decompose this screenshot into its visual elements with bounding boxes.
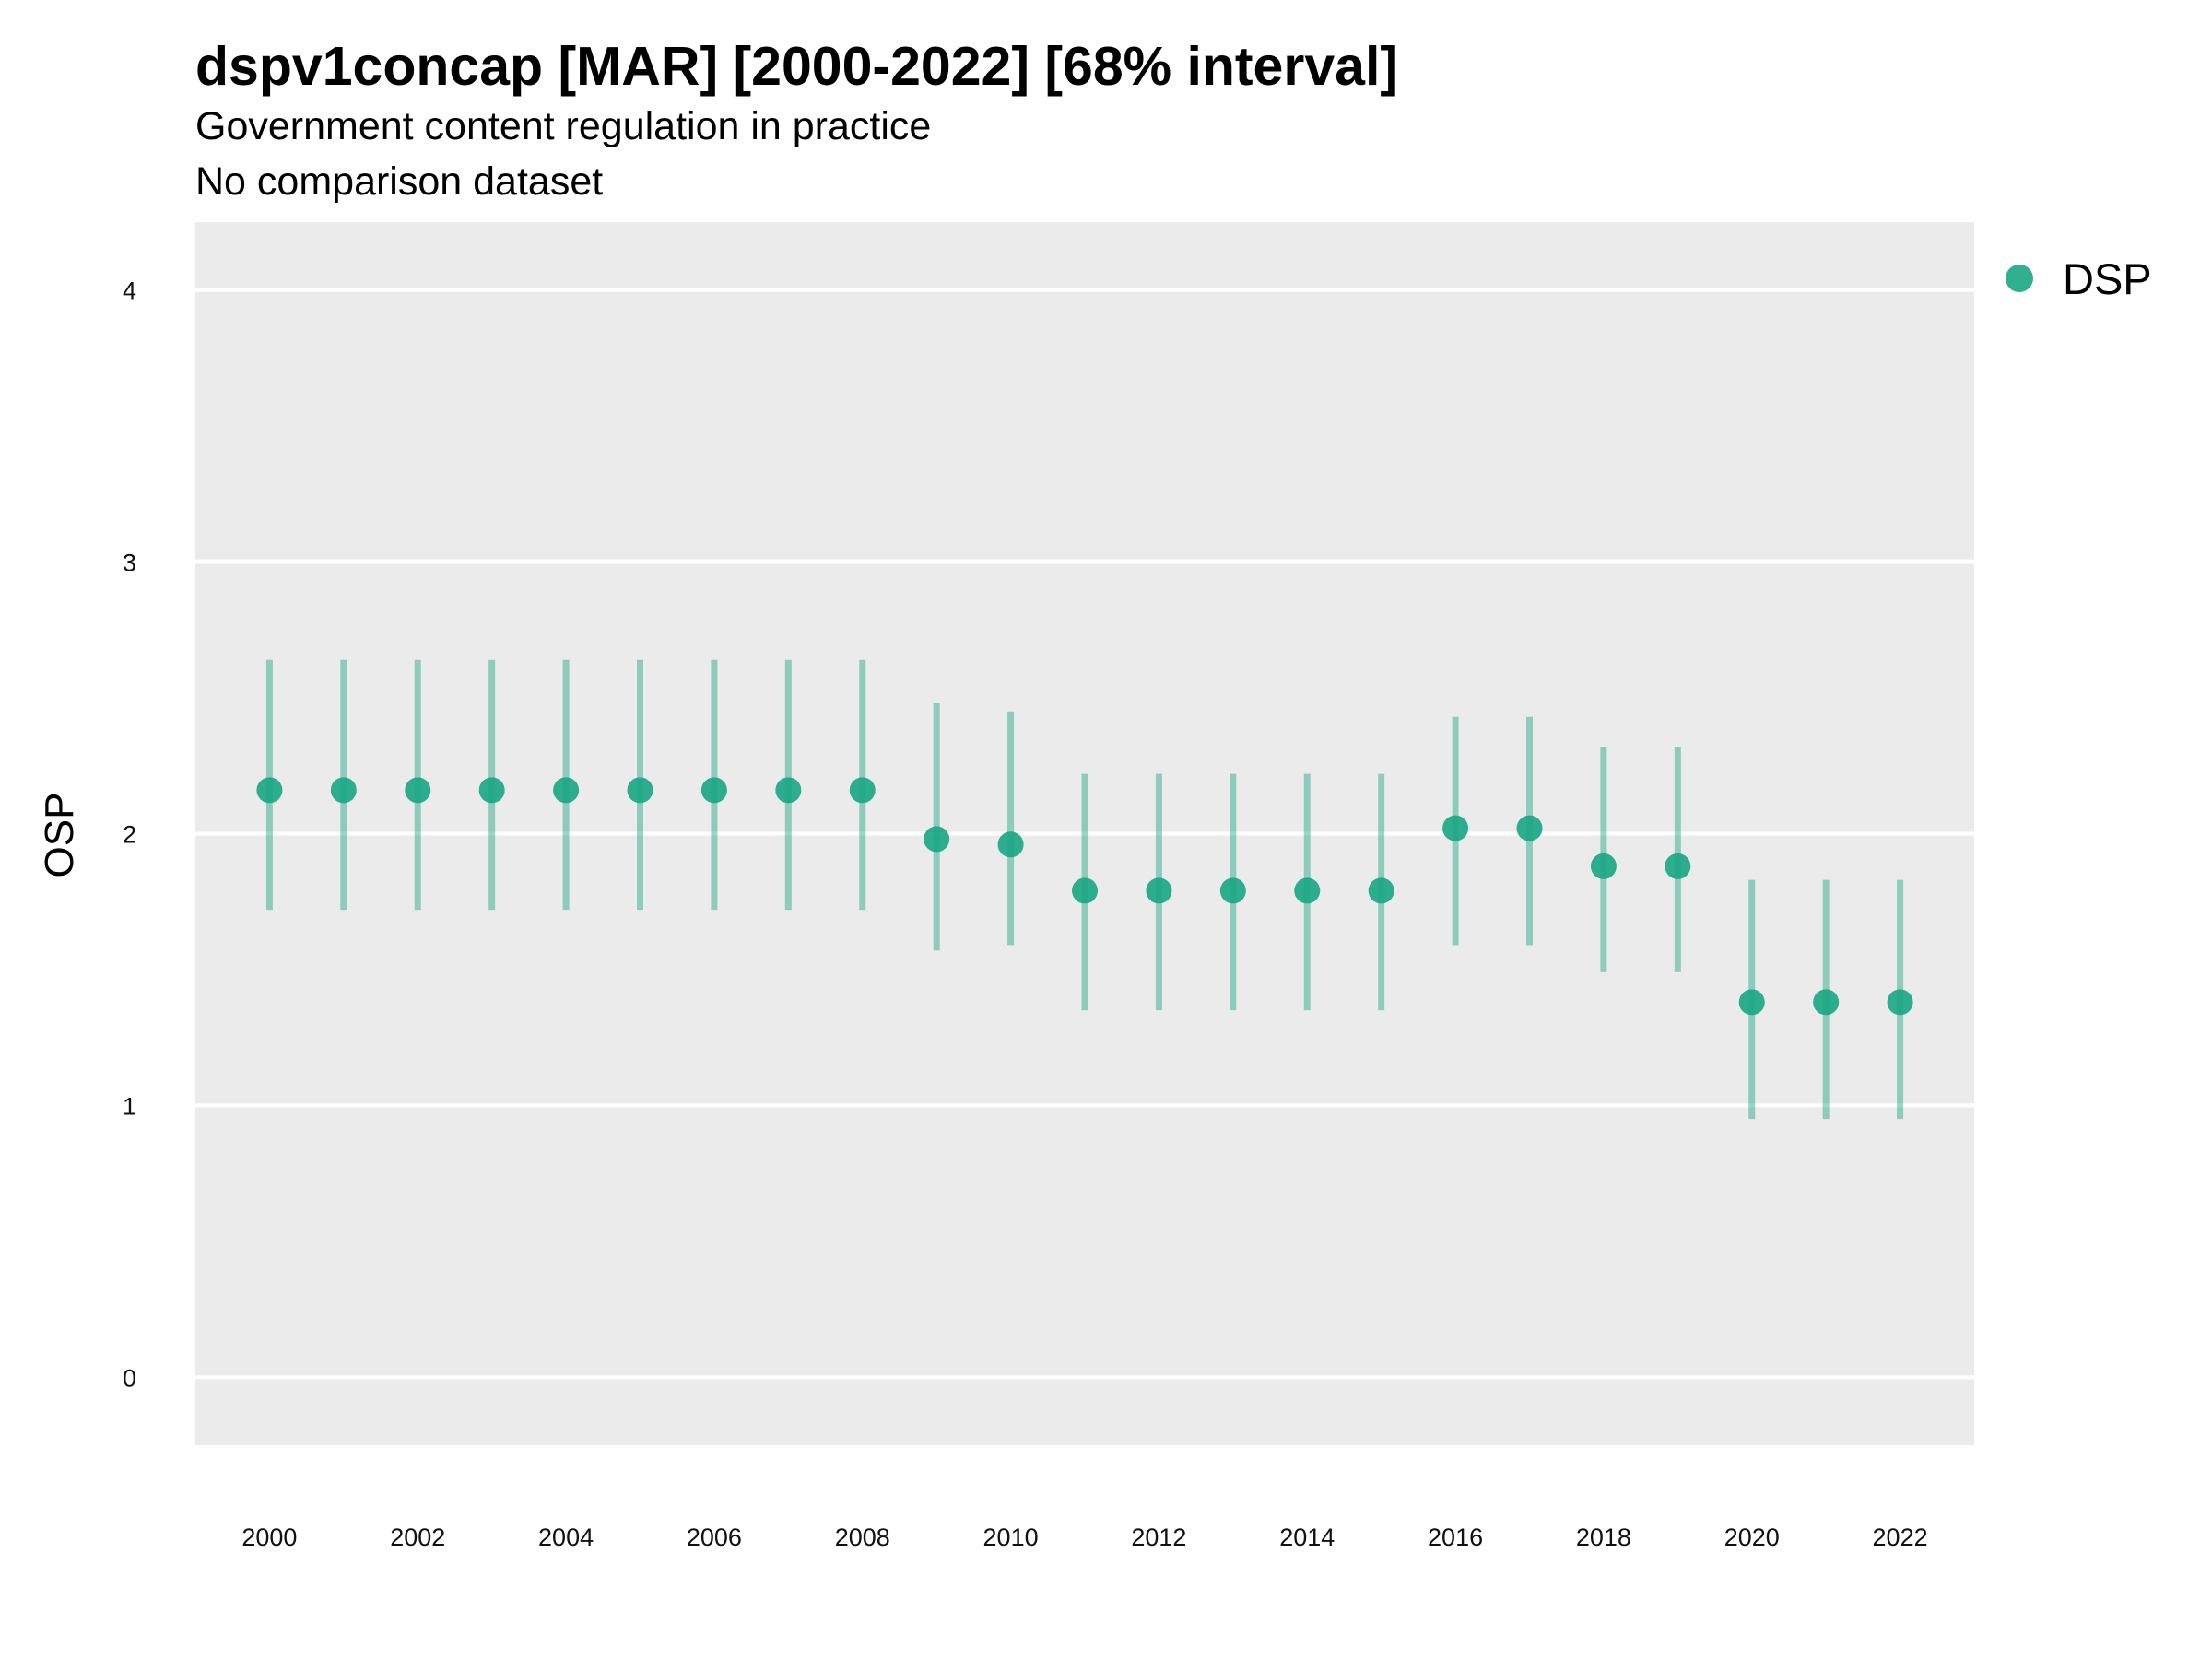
x-tick-label: 2022 [1873, 1524, 1928, 1551]
y-tick-label: 2 [123, 821, 136, 849]
data-point [1294, 877, 1321, 904]
y-tick-label: 1 [123, 1092, 136, 1120]
data-point [1072, 877, 1098, 904]
data-point [1887, 989, 1913, 1016]
x-tick-labels: 2000 2002 2004 2006 2008 2010 2012 2014 2016 2018… [241, 1524, 1927, 1551]
data-point [700, 777, 727, 804]
data-point [1813, 989, 1840, 1016]
x-tick-label: 2010 [983, 1524, 1039, 1551]
y-axis-label: OSP [37, 793, 82, 878]
chart-title: dspv1concap [MAR] [2000-2022] [68% inter… [195, 36, 1399, 97]
data-point [775, 777, 802, 804]
x-tick-label: 2014 [1279, 1524, 1335, 1551]
chart-caption: No comparison dataset [195, 159, 604, 204]
data-point [553, 777, 580, 804]
y-tick-labels: 0 1 2 3 4 [123, 277, 136, 1393]
x-tick-label: 2006 [687, 1524, 742, 1551]
data-point [1368, 877, 1394, 904]
data-point [1665, 853, 1691, 879]
data-point [1442, 815, 1469, 841]
x-tick-label: 2008 [835, 1524, 890, 1551]
x-tick-label: 2004 [538, 1524, 594, 1551]
data-point [478, 777, 505, 804]
data-point [1738, 989, 1765, 1016]
y-tick-label: 4 [123, 277, 136, 305]
x-tick-label: 2000 [241, 1524, 297, 1551]
y-tick-label: 0 [123, 1364, 136, 1392]
chart-subtitle: Government content regulation in practic… [195, 104, 932, 148]
legend-label-dsp: DSP [2063, 254, 2152, 303]
y-tick-label: 3 [123, 549, 136, 577]
data-point [1219, 877, 1246, 904]
legend-marker-dsp [2006, 265, 2033, 292]
data-point [849, 777, 876, 804]
data-point [1146, 877, 1172, 904]
data-point [997, 831, 1024, 858]
data-point [1516, 815, 1543, 841]
data-points [256, 777, 1913, 1016]
grid-lines [195, 288, 1974, 1380]
x-tick-label: 2016 [1428, 1524, 1483, 1551]
data-point [405, 777, 431, 804]
data-point [330, 777, 357, 804]
x-tick-label: 2020 [1724, 1524, 1780, 1551]
x-tick-label: 2018 [1576, 1524, 1631, 1551]
legend: DSP [2006, 254, 2152, 303]
data-point [256, 777, 283, 804]
x-tick-label: 2012 [1131, 1524, 1186, 1551]
data-point [924, 826, 950, 853]
data-point [627, 777, 653, 804]
x-tick-label: 2002 [390, 1524, 445, 1551]
data-point [1590, 853, 1617, 879]
